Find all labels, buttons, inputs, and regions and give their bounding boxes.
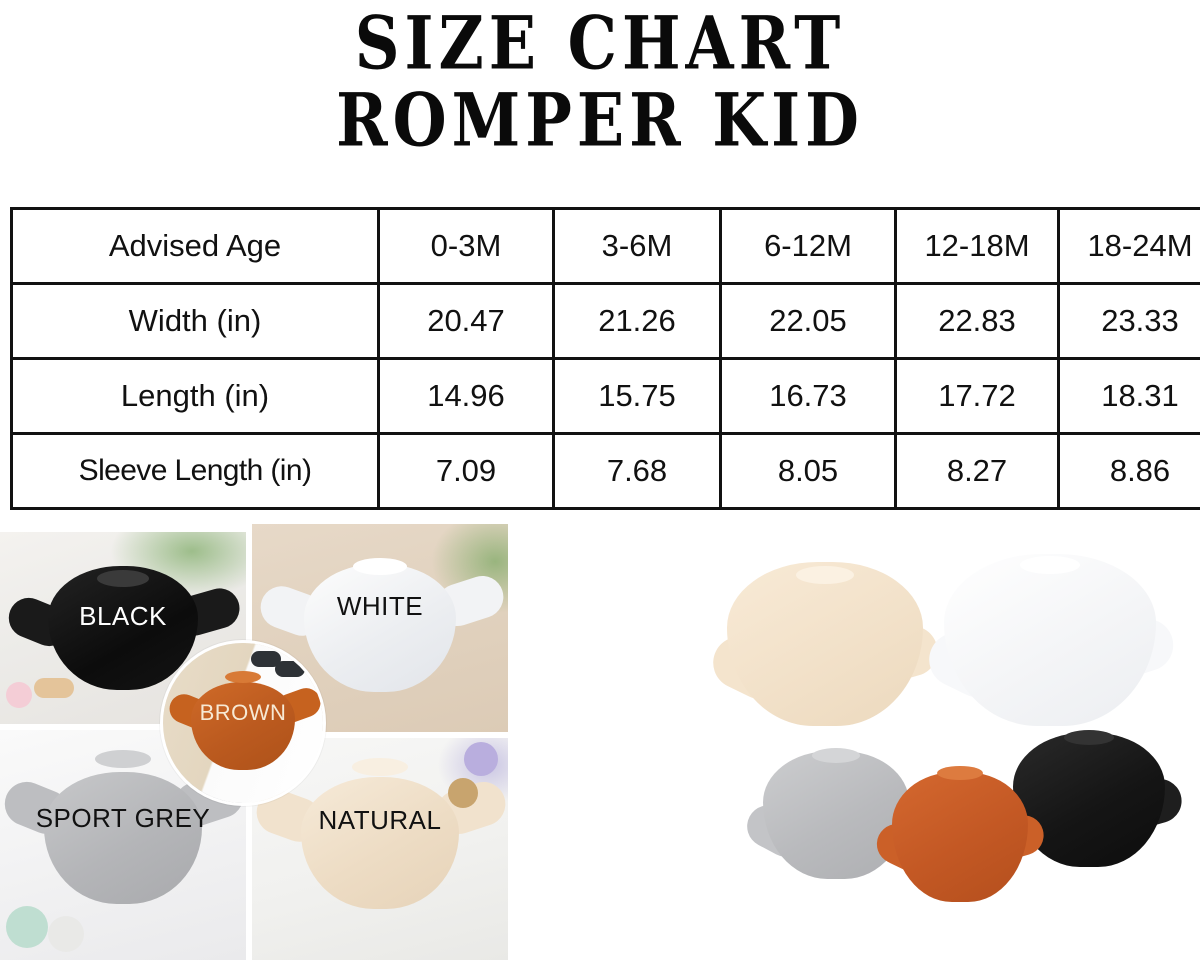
color-label-black: BLACK [79, 601, 167, 631]
prop-flower [464, 742, 498, 776]
cell-width-6-12m: 22.05 [719, 282, 897, 360]
cell-width-18-24m: 23.33 [1057, 282, 1200, 360]
cell-length-18-24m: 18.31 [1057, 357, 1200, 435]
collar [1064, 730, 1114, 745]
romper-body [304, 564, 456, 692]
group-item-natural-romper [704, 546, 944, 742]
size-chart-table: Advised Age 0-3M 3-6M 6-12M 12-18M 18-24… [10, 207, 1200, 510]
color-swatch-collage: BLACK WHITE SPORT GREY [0, 524, 508, 960]
collar [812, 748, 860, 763]
collar [352, 758, 408, 776]
group-product-photo [690, 524, 1200, 960]
page-title: SIZE CHART ROMPER KID [0, 0, 1200, 158]
row-label-width: Width (in) [10, 282, 380, 360]
collar [796, 566, 854, 584]
collar [937, 766, 983, 780]
cell-sleeve-6-12m: 8.05 [719, 432, 897, 510]
cell-sleeve-18-24m: 8.86 [1057, 432, 1200, 510]
row-label-sleeve-length: Sleeve Length (in) [10, 432, 380, 510]
cell-age-18-24m: 18-24M [1057, 207, 1200, 285]
cell-age-12-18m: 12-18M [894, 207, 1060, 285]
cell-age-3-6m: 3-6M [552, 207, 722, 285]
romper-body [727, 562, 923, 726]
color-label-natural: NATURAL [318, 805, 442, 835]
row-label-advised-age: Advised Age [10, 207, 380, 285]
row-label-length: Length (in) [10, 357, 380, 435]
table-row: Advised Age 0-3M 3-6M 6-12M 12-18M 18-24… [10, 207, 1200, 285]
color-photo-black: BLACK [0, 532, 246, 724]
romper-body [301, 777, 459, 909]
brown-romper-illustration [163, 649, 323, 803]
romper-body [892, 772, 1028, 902]
white-romper-illustration [252, 524, 508, 732]
color-photo-sport-grey: SPORT GREY [0, 730, 246, 960]
prop-sunglasses [251, 651, 281, 667]
color-label-white: WHITE [336, 591, 424, 621]
cell-length-12-18m: 17.72 [894, 357, 1060, 435]
prop-decor [260, 898, 314, 928]
table-row: Sleeve Length (in) 7.09 7.68 8.05 8.27 8… [10, 432, 1200, 510]
prop-decor [34, 678, 74, 698]
group-item-brown-romper [870, 752, 1049, 922]
prop-decor [48, 916, 84, 952]
group-item-white-romper [920, 538, 1180, 742]
prop-sunglasses [275, 661, 305, 677]
collar [1020, 556, 1080, 574]
prop-decor [6, 906, 48, 948]
product-photo-area: BLACK WHITE SPORT GREY [0, 524, 1200, 960]
cell-sleeve-0-3m: 7.09 [377, 432, 555, 510]
color-label-sport-grey: SPORT GREY [35, 803, 211, 833]
cell-length-3-6m: 15.75 [552, 357, 722, 435]
color-photo-brown: BROWN [160, 640, 326, 806]
title-line-size-chart: SIZE CHART [354, 0, 846, 87]
cell-width-0-3m: 20.47 [377, 282, 555, 360]
table-row: Length (in) 14.96 15.75 16.73 17.72 18.3… [10, 357, 1200, 435]
cell-width-3-6m: 21.26 [552, 282, 722, 360]
prop-decor [6, 682, 32, 708]
collar [353, 558, 407, 575]
cell-length-6-12m: 16.73 [719, 357, 897, 435]
color-label-brown: BROWN [199, 700, 287, 725]
cell-age-0-3m: 0-3M [377, 207, 555, 285]
cell-length-0-3m: 14.96 [377, 357, 555, 435]
cell-width-12-18m: 22.83 [894, 282, 1060, 360]
collar [225, 671, 261, 683]
cell-sleeve-12-18m: 8.27 [894, 432, 1060, 510]
title-line-romper-kid: ROMPER KID [336, 77, 864, 164]
cell-sleeve-3-6m: 7.68 [552, 432, 722, 510]
table-row: Width (in) 20.47 21.26 22.05 22.83 23.33 [10, 282, 1200, 360]
cell-age-6-12m: 6-12M [719, 207, 897, 285]
collar [97, 570, 149, 587]
natural-romper-illustration [252, 738, 508, 960]
romper-body [191, 682, 295, 770]
collar [95, 750, 151, 768]
size-chart-table-container: Advised Age 0-3M 3-6M 6-12M 12-18M 18-24… [10, 207, 1200, 510]
prop-decor [448, 778, 478, 808]
romper-body [944, 554, 1156, 726]
